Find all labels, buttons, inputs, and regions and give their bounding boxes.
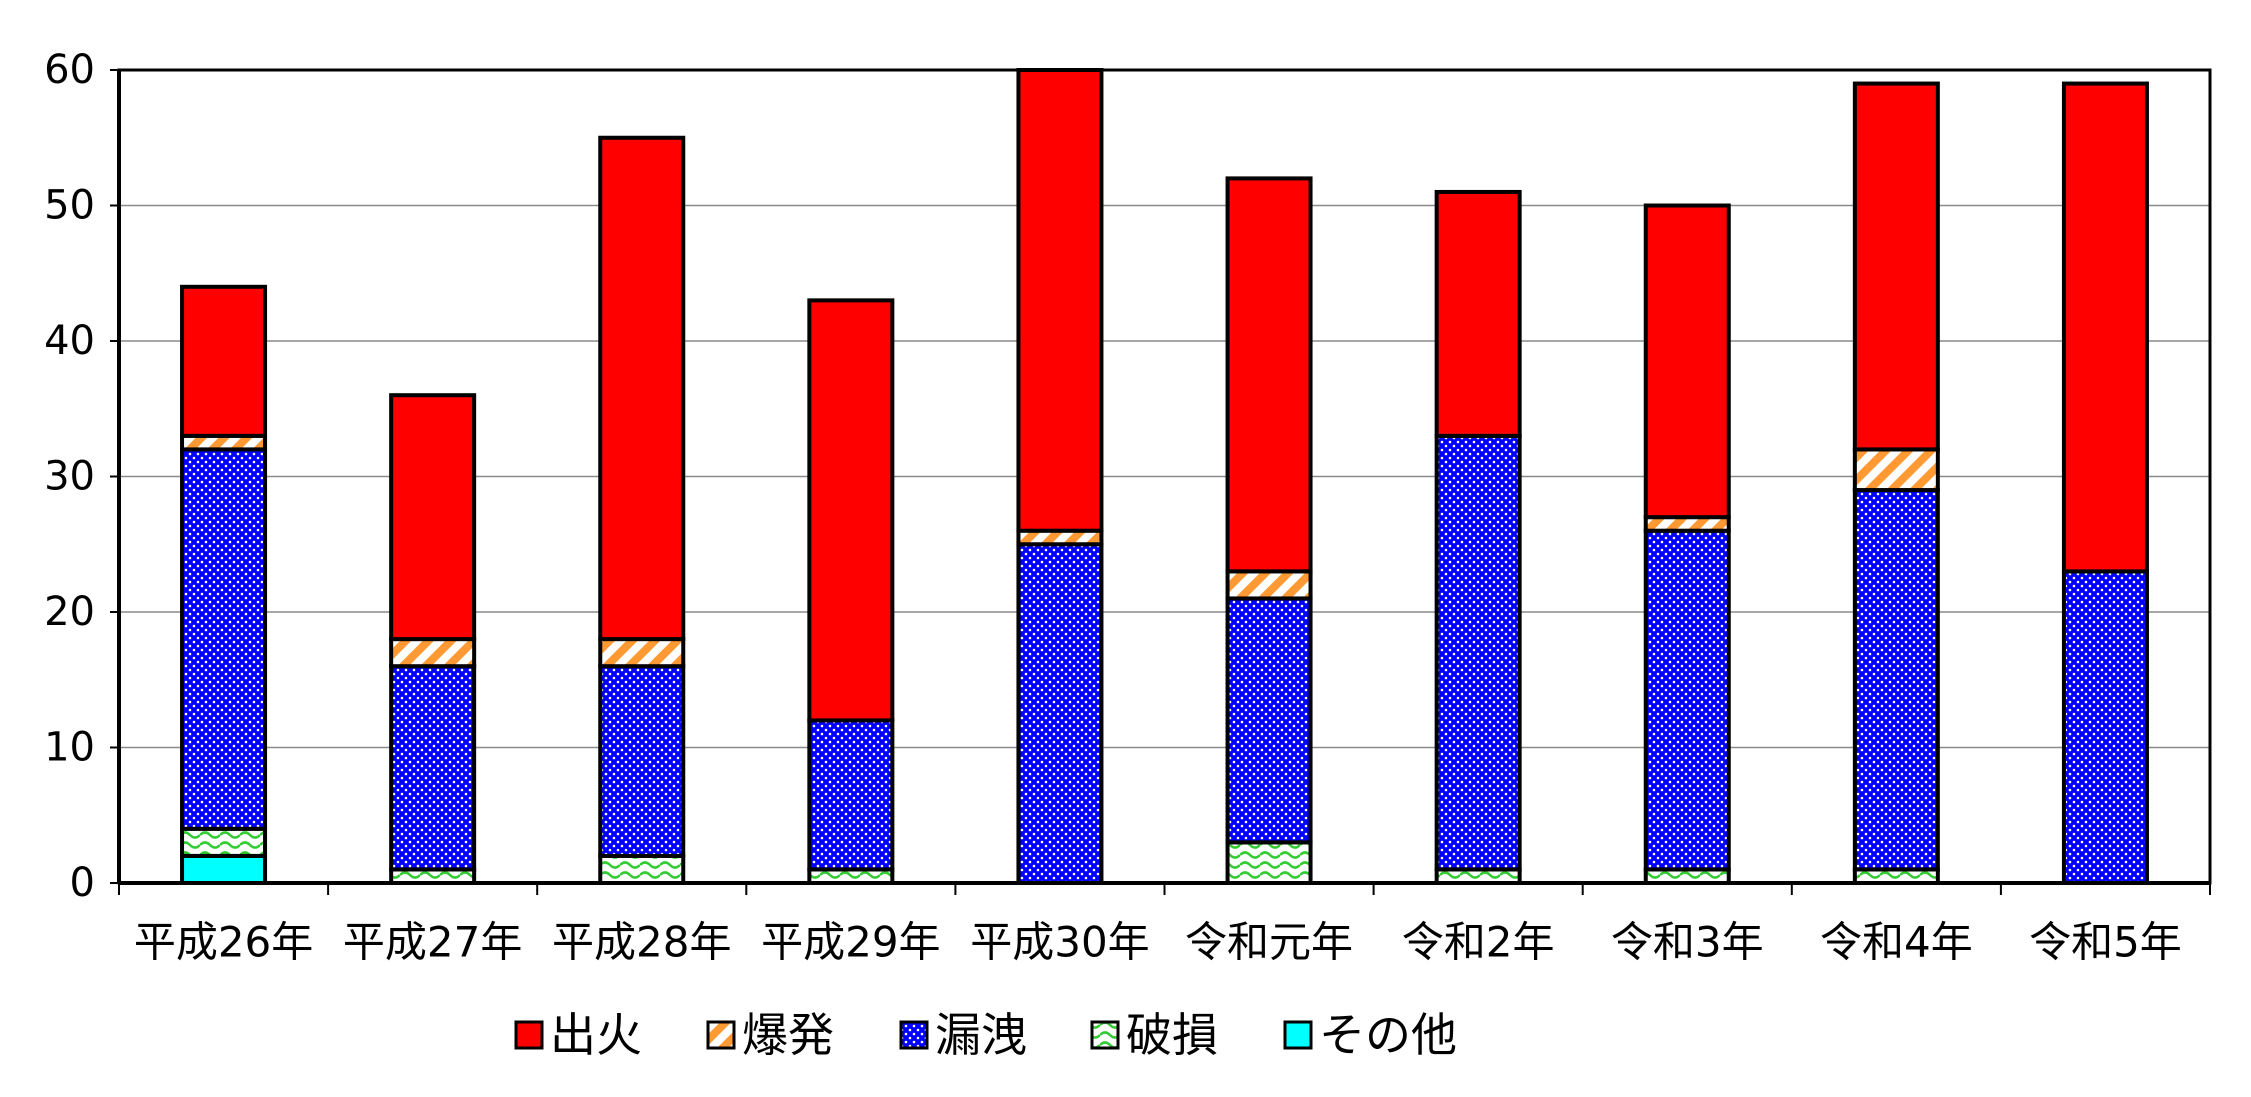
bar-stack [807, 298, 895, 886]
x-category-label: 平成27年 [343, 918, 522, 967]
bar-segment [1225, 176, 1313, 574]
bar-segment [1434, 867, 1522, 886]
bar-stack [2061, 81, 2149, 885]
bar-segment [598, 664, 686, 858]
bar-segment [2061, 569, 2149, 885]
bar-segment [807, 718, 895, 872]
bar-segment [598, 135, 686, 642]
bar-stack [180, 284, 268, 886]
bar-segment [598, 853, 686, 886]
bar-stack [389, 393, 477, 886]
x-axis-category-labels: 平成26年 平成27年 平成28年 平成29年 平成30年 令和元年 令和2年 令和3年 令和4… [134, 918, 2182, 967]
bar-segment [389, 867, 477, 886]
bar-segment [807, 298, 895, 723]
y-tick-label: 50 [44, 183, 95, 229]
bar-segment [180, 447, 268, 831]
legend-item: 破損 [1090, 1008, 1218, 1062]
legend-item: 漏洩 [899, 1008, 1027, 1062]
bar-segment [1852, 447, 1940, 493]
x-category-label: 平成30年 [970, 918, 1149, 967]
bar-segment [1643, 528, 1731, 872]
y-tick-label: 40 [44, 318, 95, 364]
bar-segment [1225, 596, 1313, 845]
y-tick-label: 60 [44, 47, 95, 93]
bar-segment [598, 637, 686, 669]
legend-label: 爆発 [742, 1008, 834, 1062]
legend-item: 爆発 [706, 1008, 834, 1062]
bar-segment [1016, 528, 1104, 547]
bar-segment [1225, 569, 1313, 601]
bar-stack [1225, 176, 1313, 885]
legend-item: 出火 [514, 1008, 642, 1062]
bar-segment [1016, 68, 1104, 533]
y-tick-label: 0 [70, 860, 95, 906]
bar-segment [807, 867, 895, 886]
x-category-label: 平成26年 [134, 918, 313, 967]
legend-swatch [1283, 1020, 1313, 1050]
legend-label: 出火 [550, 1008, 642, 1062]
bar-segment [1852, 81, 1940, 452]
legend-label: その他 [1319, 1008, 1457, 1062]
y-tick-label: 10 [44, 725, 95, 771]
bar-segment [180, 284, 268, 438]
y-axis-tick-labels: 0 10 20 30 40 50 60 [44, 47, 95, 906]
legend-label: 漏洩 [935, 1008, 1027, 1062]
bar-segment [1225, 840, 1313, 885]
bar-segment [389, 664, 477, 872]
x-category-label: 令和3年 [1611, 918, 1764, 967]
bar-stack [1852, 81, 1940, 886]
legend-item: その他 [1283, 1008, 1457, 1062]
legend-swatch [899, 1020, 929, 1050]
bar-segment [1643, 515, 1731, 533]
bar-segment [180, 826, 268, 858]
bars [180, 68, 2149, 886]
bar-segment [1643, 203, 1731, 520]
axes [110, 68, 2212, 895]
bar-segment [1643, 867, 1731, 886]
x-category-label: 平成28年 [552, 918, 731, 967]
x-category-label: 令和4年 [1820, 918, 1973, 967]
bar-segment [389, 637, 477, 669]
x-category-label: 令和2年 [1402, 918, 1555, 967]
legend-swatch [706, 1020, 736, 1050]
bar-segment [1016, 542, 1104, 885]
bar-stack [1434, 189, 1522, 886]
legend-label: 破損 [1126, 1008, 1218, 1062]
bar-segment [1852, 488, 1940, 872]
y-tick-label: 30 [44, 454, 95, 500]
bar-segment [2061, 81, 2149, 574]
bar-stack [1016, 68, 1104, 885]
bar-stack [1643, 203, 1731, 886]
x-category-label: 令和元年 [1185, 918, 1353, 967]
bar-stack [598, 135, 686, 886]
y-tick-label: 20 [44, 589, 95, 635]
bar-segment [180, 853, 268, 886]
bar-segment [1852, 867, 1940, 886]
legend-swatch [1090, 1020, 1120, 1050]
legend: 出火 爆発 漏洩 破損 その他 [514, 1008, 1457, 1062]
legend-swatch [514, 1020, 544, 1050]
bar-segment [1434, 433, 1522, 872]
bar-segment [180, 433, 268, 452]
bar-segment [1434, 189, 1522, 438]
x-category-label: 令和5年 [2029, 918, 2182, 967]
bar-segment [389, 393, 477, 642]
x-category-label: 平成29年 [761, 918, 940, 967]
